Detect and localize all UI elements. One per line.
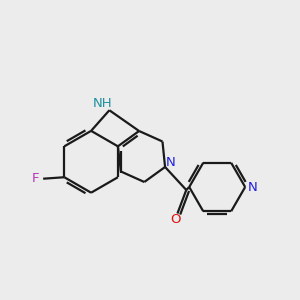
Text: F: F [32,172,40,185]
Text: O: O [171,214,181,226]
Text: N: N [248,181,257,194]
Text: N: N [166,156,176,169]
Text: NH: NH [93,97,113,110]
